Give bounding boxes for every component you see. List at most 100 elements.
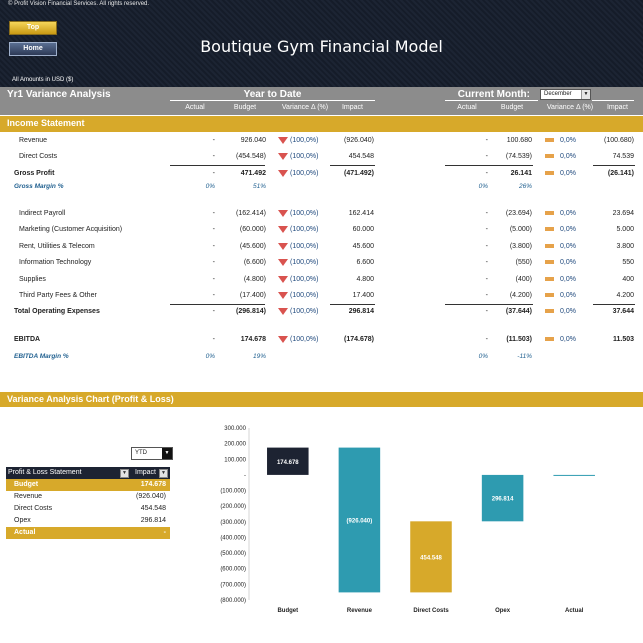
ytd-variance-pct: (100,0%) [290, 276, 319, 283]
y-tick-label: (600.000) [220, 567, 246, 573]
cm-actual: - [485, 170, 488, 177]
triangle-down-icon [278, 210, 288, 217]
triangle-down-icon [278, 259, 288, 266]
cm-variance-pct: 0,0% [560, 292, 576, 299]
chevron-down-icon[interactable]: ▼ [162, 448, 172, 459]
ytd-variance-pct: (100,0%) [290, 308, 319, 315]
row-label: Rent, Utilities & Telecom [19, 243, 95, 250]
row-label: Direct Costs [19, 153, 58, 160]
cm-actual: - [485, 243, 488, 250]
ytd-title: Year to Date [170, 89, 375, 101]
cm-budget: (5.000) [509, 226, 532, 233]
triangle-down-icon [278, 292, 288, 299]
variance-flat-icon [545, 243, 554, 250]
y-tick-label: - [244, 473, 246, 479]
cm-budget: 26.141 [510, 170, 532, 177]
ytd-actual: - [212, 336, 215, 343]
table-row-direct: Direct Costs - (454.548) - (74.539) (100,0%) 4… [0, 150, 643, 166]
cm-actual: - [485, 259, 488, 266]
dash-icon [545, 277, 554, 281]
copyright-text: © Profit Vision Financial Services. All … [8, 1, 150, 7]
ytd-col-budget: Budget [233, 104, 257, 111]
dash-icon [545, 260, 554, 264]
dash-icon [545, 154, 554, 158]
period-dropdown[interactable]: YTD ▼ [131, 447, 173, 460]
triangle-down-icon [278, 137, 288, 144]
bar-direct-costs [410, 521, 452, 593]
y-tick-label: (400.000) [220, 535, 246, 541]
cm-budget: -11% [517, 353, 532, 360]
cm-impact: 3.800 [616, 243, 634, 250]
dash-icon [545, 309, 554, 313]
ytd-budget: (296.814) [236, 308, 266, 315]
pl-label: Budget [14, 481, 39, 488]
month-dropdown[interactable]: December ▼ [540, 89, 591, 100]
subtotal-underline [445, 165, 533, 166]
row-label: Revenue [19, 137, 48, 144]
cm-variance-pct: 0,0% [560, 336, 576, 343]
variance-down-arrow-icon [278, 259, 288, 268]
pl-label: Opex [14, 517, 31, 524]
ytd-budget: (17.400) [239, 292, 266, 299]
current-month-title: Current Month: [445, 89, 538, 101]
chart-section-header: Variance Analysis Chart (Profit & Loss) [0, 392, 643, 407]
top-button[interactable]: Top [9, 21, 57, 35]
variance-down-arrow-icon [278, 226, 288, 235]
ytd-actual: - [212, 243, 215, 250]
ytd-budget: (6.600) [243, 259, 266, 266]
currency-note: All Amounts in USD ($) [12, 77, 74, 83]
cm-col-actual: Actual [457, 104, 477, 111]
cm-header-underline [592, 100, 634, 101]
variance-down-arrow-icon [278, 308, 288, 317]
variance-flat-icon [545, 292, 554, 299]
ytd-variance-pct: (100,0%) [290, 336, 319, 343]
filter-dropdown-icon[interactable]: ▼ [120, 469, 129, 478]
pl-value: 296.814 [140, 517, 166, 524]
variance-flat-icon [545, 137, 554, 144]
table-row-gross: Gross Profit - 471.492 - 26.141 (100,0%) (471.… [0, 167, 643, 183]
triangle-down-icon [278, 170, 288, 177]
dash-icon [545, 244, 554, 248]
ytd-impact: 4.800 [356, 276, 374, 283]
triangle-down-icon [278, 243, 288, 250]
dash-icon [545, 138, 554, 142]
variance-down-arrow-icon [278, 210, 288, 219]
cm-actual: - [485, 153, 488, 160]
period-value: YTD [135, 450, 147, 456]
ytd-variance-pct: (100,0%) [290, 226, 319, 233]
income-statement-header: Income Statement [0, 116, 643, 132]
ytd-variance-pct: (100,0%) [290, 170, 319, 177]
ytd-budget: 174.678 [240, 336, 266, 343]
row-label: Supplies [19, 276, 46, 283]
cm-variance-pct: 0,0% [560, 137, 576, 144]
subtotal-underline [170, 304, 265, 305]
triangle-down-icon [278, 336, 288, 343]
ytd-impact: 296.814 [348, 308, 374, 315]
home-button[interactable]: Home [9, 42, 57, 56]
y-tick-label: 200.000 [224, 442, 246, 448]
cm-impact: 4.200 [616, 292, 634, 299]
filter-dropdown-icon[interactable]: ▼ [159, 469, 168, 478]
ytd-variance-pct: (100,0%) [290, 292, 319, 299]
cm-budget: (550) [515, 259, 532, 266]
ytd-impact: 60.000 [352, 226, 374, 233]
ytd-variance-pct: (100,0%) [290, 210, 319, 217]
month-value: December [544, 91, 572, 97]
x-tick-label: Direct Costs [413, 608, 449, 614]
ytd-impact: (174.678) [344, 336, 374, 343]
triangle-down-icon [278, 226, 288, 233]
ytd-impact: 17.400 [352, 292, 374, 299]
cm-variance-pct: 0,0% [560, 153, 576, 160]
x-tick-label: Budget [277, 608, 298, 614]
ytd-impact: 454.548 [348, 153, 374, 160]
cm-impact: 74.539 [612, 153, 634, 160]
variance-flat-icon [545, 153, 554, 160]
variance-down-arrow-icon [278, 292, 288, 301]
ytd-budget: 19% [252, 353, 266, 360]
cm-variance-pct: 0,0% [560, 170, 576, 177]
variance-flat-icon [545, 170, 554, 177]
ytd-variance-pct: (100,0%) [290, 243, 319, 250]
chevron-down-icon[interactable]: ▼ [581, 90, 590, 99]
ytd-impact: 162.414 [348, 210, 374, 217]
row-label: Information Technology [19, 259, 92, 266]
